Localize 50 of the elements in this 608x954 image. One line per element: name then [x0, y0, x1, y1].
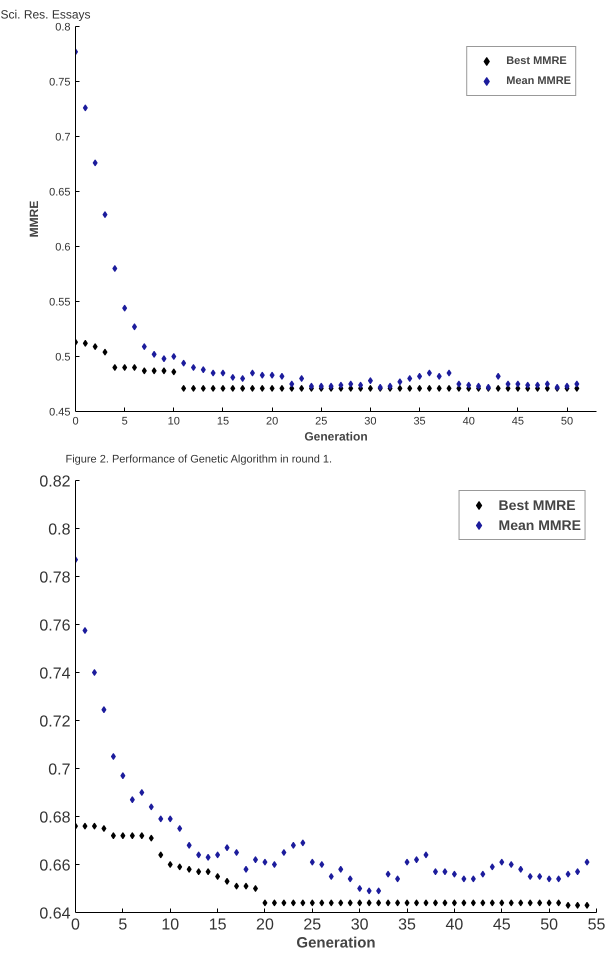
- x-tick-label: 50: [560, 416, 574, 428]
- x-tick-label: 45: [492, 916, 511, 934]
- y-tick-label: 0.8: [48, 522, 71, 538]
- y-tick-label: 0.6: [55, 242, 71, 254]
- y-axis-title: MMRE: [27, 200, 42, 238]
- y-tick-label: 0.45: [49, 406, 71, 418]
- y-tick-label: 0.75: [49, 76, 71, 88]
- x-tick-label: 35: [413, 416, 426, 428]
- x-axis-title: Generation: [296, 934, 376, 952]
- y-tick-label: 0.7: [55, 132, 71, 144]
- x-tick-label: 55: [588, 916, 606, 934]
- caption: Figure 2. Performance of Genetic Algorithm in round 1.: [66, 454, 332, 466]
- x-tick-label: 25: [303, 916, 322, 934]
- y-tick-label: 0.72: [39, 714, 71, 730]
- y-tick-label: 0.5: [55, 352, 71, 364]
- x-tick-label: 40: [462, 416, 475, 428]
- text: Sci. Res. Essays: [0, 8, 91, 22]
- x-tick-label: 15: [208, 916, 227, 934]
- y-tick-label: 0.68: [39, 810, 71, 826]
- x-tick-label: 15: [216, 416, 230, 428]
- legend-label: Mean MMRE: [498, 517, 581, 533]
- x-axis-title: Generation: [304, 430, 368, 444]
- x-tick-label: 5: [118, 916, 128, 934]
- x-tick-label: 0: [72, 416, 79, 428]
- x-tick-label: 30: [364, 416, 377, 428]
- x-tick-label: 30: [350, 916, 369, 934]
- x-tick-label: 35: [398, 916, 416, 934]
- y-tick-label: 0.55: [49, 296, 71, 308]
- y-tick-label: 0.78: [39, 570, 71, 586]
- x-tick-label: 10: [168, 416, 180, 428]
- y-tick-label: 0.7: [48, 762, 71, 778]
- legend-label: Best MMRE: [498, 497, 576, 513]
- y-tick-label: 0.8: [55, 22, 71, 34]
- y-tick-label: 0.76: [39, 618, 71, 634]
- y-tick-label: 0.74: [39, 666, 71, 682]
- x-tick-label: 45: [512, 416, 524, 428]
- x-tick-label: 5: [122, 416, 128, 428]
- y-tick-label: 0.82: [39, 474, 71, 490]
- x-tick-label: 20: [266, 416, 278, 428]
- x-tick-label: 50: [540, 916, 558, 934]
- legend-label: Best MMRE: [506, 55, 567, 67]
- x-tick-label: 10: [161, 916, 180, 934]
- x-tick-label: 40: [446, 916, 464, 934]
- y-tick-label: 0.64: [39, 906, 71, 922]
- x-tick-label: 25: [315, 416, 328, 428]
- x-tick-label: 0: [71, 916, 80, 934]
- y-tick-label: 0.65: [49, 186, 71, 198]
- y-tick-label: 0.66: [39, 858, 71, 874]
- legend-label: Mean MMRE: [506, 75, 571, 87]
- x-tick-label: 20: [256, 916, 274, 934]
